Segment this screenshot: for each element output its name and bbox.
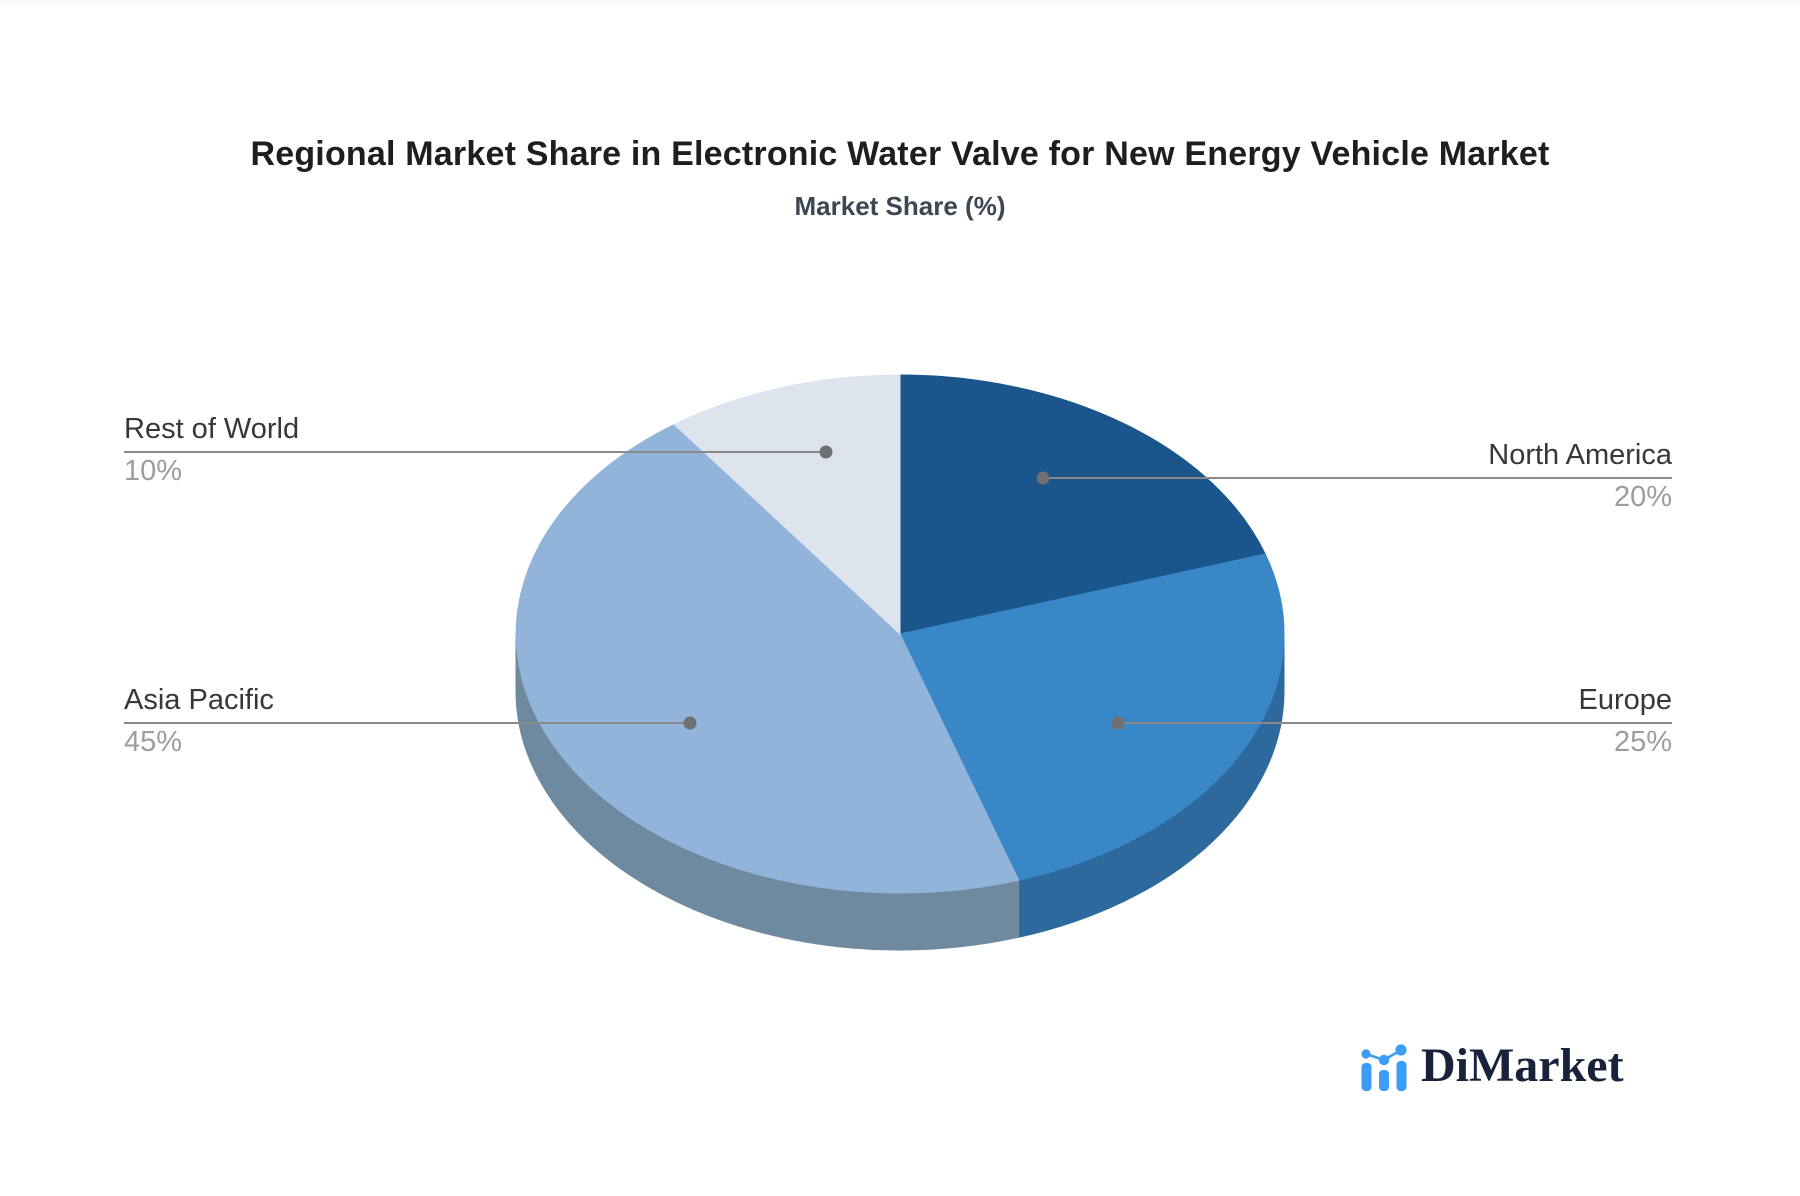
pie-slice-rest-of-world[interactable] [673,374,901,636]
pie-slice-asia-pacific[interactable] [515,423,1020,894]
slice-label-name-asia-pacific: Asia Pacific [124,684,274,716]
slice-label-value-north-america: 20% [1613,481,1672,513]
bar-line-chart-icon [1361,1044,1407,1091]
slice-label-value-asia-pacific: 45% [124,726,183,758]
brand-logo-text: DiMarket [1421,1039,1624,1092]
chart-title: Regional Market Share in Electronic Wate… [250,135,1550,173]
brand-logo: DiMarket [1360,1038,1624,1094]
label-connector-dot [683,716,697,730]
label-connector-dot [1036,471,1050,485]
chart-subtitle: Market Share (%) [794,191,1006,221]
slice-label-name-europe: Europe [1578,684,1672,716]
slice-label-value-rest-of-world: 10% [124,455,183,487]
pie-slice-europe[interactable] [899,553,1285,881]
slice-label-name-rest-of-world: Rest of World [124,413,300,445]
label-connector-dot [819,445,833,459]
slice-label-value-europe: 25% [1613,726,1672,758]
label-connector-dot [1111,716,1125,730]
pie-slice-north-america[interactable] [899,374,1266,635]
slice-label-name-north-america: North America [1488,439,1672,471]
window-top-strip [0,0,1800,5]
